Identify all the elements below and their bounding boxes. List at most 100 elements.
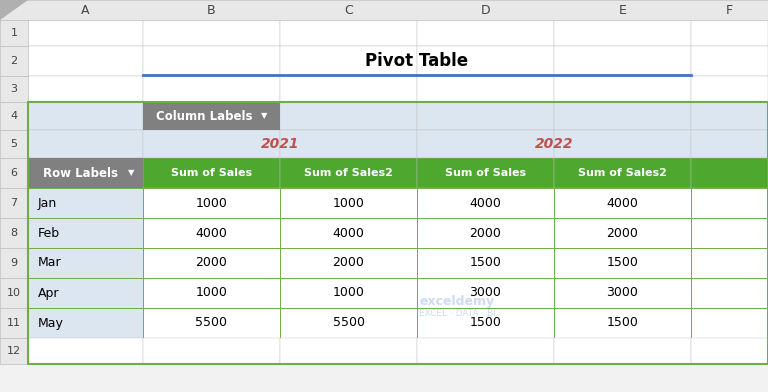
Text: 8: 8 (11, 228, 18, 238)
Bar (143, 248, 280, 278)
Text: 2000: 2000 (333, 256, 365, 270)
Bar (691, 102, 768, 130)
Bar (554, 130, 691, 158)
Text: 2021: 2021 (261, 137, 300, 151)
Bar (143, 102, 280, 130)
Bar (691, 46, 768, 76)
Text: 12: 12 (7, 346, 21, 356)
Text: 1500: 1500 (469, 256, 502, 270)
Text: 2: 2 (11, 56, 18, 66)
Bar (0, 102, 28, 130)
Text: 10: 10 (7, 288, 21, 298)
Text: EXCEL · DATA · BI: EXCEL · DATA · BI (419, 309, 495, 318)
Bar (691, 248, 768, 278)
Bar (143, 188, 280, 218)
Text: Feb: Feb (38, 227, 60, 240)
Bar (0, 278, 28, 308)
Bar (0, 338, 28, 364)
Bar (143, 130, 280, 158)
Bar (28, 102, 768, 364)
Text: Sum of Sales: Sum of Sales (171, 168, 252, 178)
Bar (417, 338, 554, 364)
Bar (554, 76, 691, 102)
Text: 4: 4 (11, 111, 18, 121)
Bar (143, 308, 280, 338)
Bar (417, 188, 554, 218)
Bar (0, 308, 28, 338)
Bar (143, 158, 280, 188)
Text: Row Labels: Row Labels (43, 167, 118, 180)
Text: Apr: Apr (38, 287, 59, 299)
Text: 1000: 1000 (196, 287, 227, 299)
Bar (28, 218, 143, 248)
Text: 6: 6 (11, 168, 18, 178)
Bar (143, 278, 280, 308)
Text: 5: 5 (11, 139, 18, 149)
Bar (554, 46, 691, 76)
Bar (143, 338, 280, 364)
Text: A: A (81, 4, 90, 16)
Text: 1500: 1500 (469, 316, 502, 330)
Bar (143, 20, 280, 46)
Bar (417, 20, 554, 46)
Bar (554, 20, 691, 46)
Bar (143, 46, 280, 76)
Text: F: F (726, 4, 733, 16)
Bar (554, 248, 691, 278)
Bar (280, 130, 417, 158)
Text: 4000: 4000 (333, 227, 365, 240)
Bar (280, 20, 417, 46)
Bar (554, 188, 691, 218)
Text: ▼: ▼ (261, 111, 267, 120)
Text: 1500: 1500 (607, 316, 638, 330)
Text: Sum of Sales2: Sum of Sales2 (304, 168, 393, 178)
Text: Column Labels: Column Labels (156, 109, 257, 123)
Bar (28, 158, 143, 188)
Text: C: C (344, 4, 353, 16)
Bar (691, 338, 768, 364)
Text: B: B (207, 4, 216, 16)
Bar (28, 76, 143, 102)
Text: 9: 9 (11, 258, 18, 268)
Bar (280, 278, 417, 308)
Text: Mar: Mar (38, 256, 61, 270)
Bar (554, 338, 691, 364)
Bar (691, 76, 768, 102)
Bar (28, 130, 143, 158)
Bar (28, 308, 143, 338)
Text: 1000: 1000 (333, 287, 365, 299)
Bar (691, 158, 768, 188)
Bar (554, 158, 691, 188)
Text: 5500: 5500 (196, 316, 227, 330)
Text: 3000: 3000 (469, 287, 502, 299)
Text: 1000: 1000 (196, 196, 227, 209)
Text: 4000: 4000 (607, 196, 638, 209)
Text: 4000: 4000 (469, 196, 502, 209)
Text: 2022: 2022 (535, 137, 573, 151)
Text: ▼: ▼ (127, 169, 134, 178)
Text: 5500: 5500 (333, 316, 365, 330)
Bar (0, 248, 28, 278)
Bar (691, 130, 768, 158)
Bar (28, 46, 143, 76)
Bar (691, 218, 768, 248)
Text: 2000: 2000 (607, 227, 638, 240)
Bar (554, 308, 691, 338)
Bar (417, 46, 554, 76)
Text: D: D (481, 4, 490, 16)
Text: Pivot Table: Pivot Table (366, 52, 468, 70)
Bar (143, 102, 280, 130)
Bar (280, 188, 417, 218)
Bar (28, 20, 143, 46)
Text: 1000: 1000 (333, 196, 365, 209)
Text: 2000: 2000 (469, 227, 502, 240)
Bar (417, 130, 554, 158)
Text: Jan: Jan (38, 196, 58, 209)
Bar (280, 102, 417, 130)
Text: Sum of Sales: Sum of Sales (445, 168, 526, 178)
Bar (554, 278, 691, 308)
Bar (0, 188, 28, 218)
Bar (691, 188, 768, 218)
Text: exceldemy: exceldemy (419, 294, 495, 307)
Bar (28, 338, 143, 364)
